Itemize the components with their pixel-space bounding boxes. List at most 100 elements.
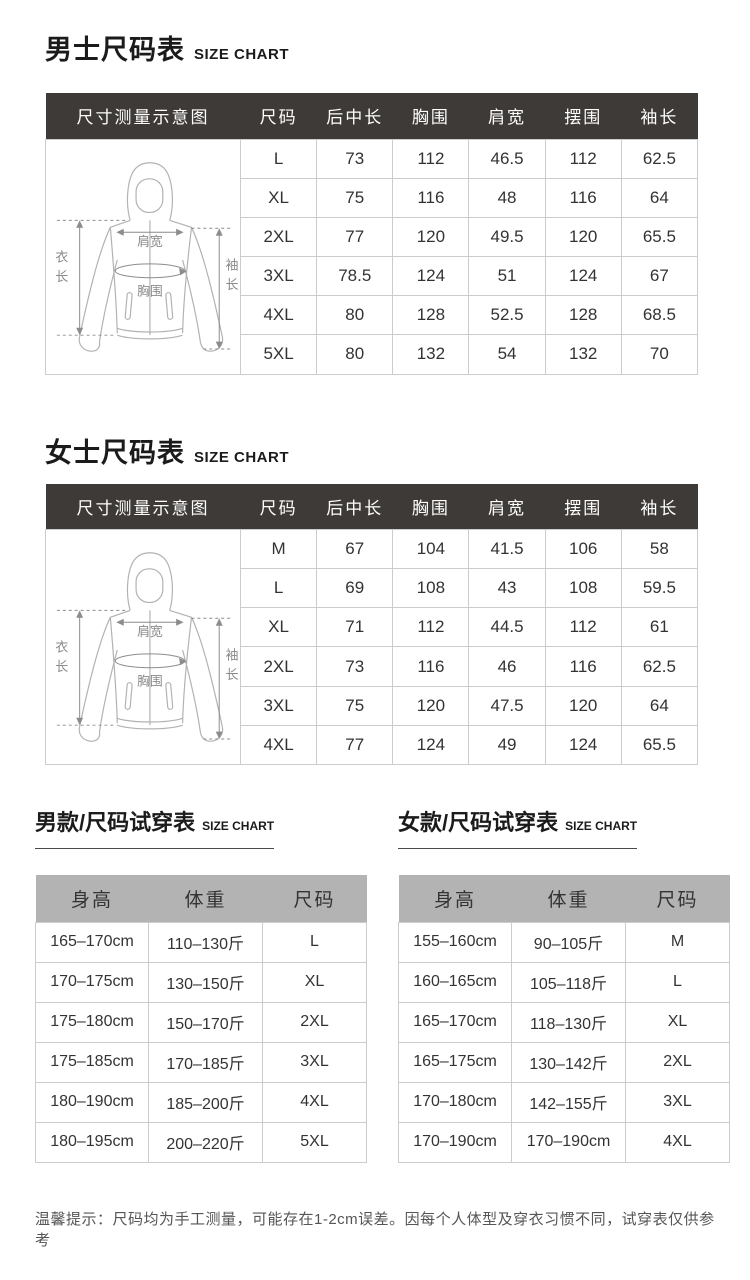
men-fit-table: 身高 体重 尺码 165–170cm 110–130斤 L 170–175cm 130… [35,875,367,1163]
table-cell: 73 [316,138,394,179]
table-cell: 165–170cm [35,921,149,963]
table-cell: 4XL [262,1081,367,1123]
column-header: 袖长 [621,483,698,530]
size-diagram: 肩宽 胸围 衣长 袖长 [46,530,240,764]
table-cell: XL [625,1001,730,1043]
column-header: 尺码 [240,93,317,139]
table-cell: 3XL [239,685,318,726]
column-header: 摆围 [545,483,622,530]
table-row: 170–180cm 142–155斤 3XL [398,1081,730,1123]
jacket-outline [78,161,223,352]
table-cell: 3XL [239,255,318,297]
table-cell: XL [262,961,367,1003]
table-row: 3XL 75 120 47.5 120 64 [46,685,699,726]
table-cell: 4XL [239,724,318,766]
table-cell: 112 [544,138,622,179]
table-cell: L [239,568,318,609]
table-cell: 165–170cm [398,1001,512,1043]
column-header: 体重 [511,875,626,922]
shoulder-width-label: 肩宽 [137,624,163,639]
column-header: 肩宽 [468,93,546,139]
table-cell: 104 [392,528,470,570]
column-header: 尺码 [625,875,730,922]
table-row: 3XL 78.5 124 51 124 67 [46,255,699,297]
column-header: 尺码 [262,875,367,922]
table-cell: 64 [620,685,699,726]
table-cell: 170–180cm [398,1081,512,1123]
table-cell: 61 [620,607,699,648]
measurement-arrowheads [75,610,223,740]
chest-label: 胸围 [137,674,163,689]
table-cell: 128 [544,295,622,336]
table-cell: 170–190cm [398,1121,512,1163]
table-cell: 180–195cm [35,1121,149,1163]
table-cell: 165–175cm [398,1041,512,1083]
table-cell: 170–185斤 [148,1041,263,1083]
garment-length-label: 衣长 [53,639,68,679]
garment-length-label: 衣长 [53,249,68,289]
women-section-title: 女士尺码表 SIZE CHART [45,431,705,470]
table-cell: L [262,921,367,963]
shoulder-width-label: 肩宽 [137,234,163,249]
men-fit-title-cn: 男款/尺码试穿表 [35,810,196,835]
women-fit-table: 身高 体重 尺码 155–160cm 90–105斤 M 160–165cm 105–… [398,875,730,1163]
table-cell: 112 [392,138,470,179]
table-cell: M [625,921,730,963]
table-cell: XL [239,607,318,648]
table-row: 肩宽 胸围 衣长 袖长 M 67 104 41.5 106 58 [45,528,699,765]
table-cell: 130–150斤 [148,961,263,1003]
table-cell: 80 [316,334,394,375]
table-cell: 110–130斤 [148,921,263,963]
table-cell: 44.5 [468,607,546,648]
table-cell: M [239,528,318,570]
table-cell: 78.5 [316,255,394,297]
fit-tables-row: 男款/尺码试穿表 SIZE CHART 身高 体重 尺码 165–170cm 11… [35,805,730,1163]
table-cell: 116 [392,646,470,687]
table-cell: 54 [468,334,546,375]
table-cell: 68.5 [620,295,699,336]
jacket-measurement-diagram: 肩宽 胸围 衣长 袖长 [53,161,238,352]
table-cell: 90–105斤 [511,921,626,963]
jacket-measurement-diagram: 肩宽 胸围 衣长 袖长 [53,552,238,742]
table-cell: 48 [468,177,546,218]
column-header: 胸围 [392,93,469,139]
table-cell: 116 [544,646,622,687]
table-cell: 3XL [262,1041,367,1083]
table-cell: 132 [544,334,622,375]
table-cell: 175–185cm [35,1041,149,1083]
table-cell: 46 [468,646,546,687]
table-cell: 73 [316,646,394,687]
table-cell: 120 [544,216,622,257]
men-fit-section: 男款/尺码试穿表 SIZE CHART 身高 体重 尺码 165–170cm 11… [35,805,367,1163]
table-cell: 155–160cm [398,921,512,963]
table-header-row: 尺寸测量示意图 尺码 后中长 胸围 肩宽 摆围 袖长 [45,483,698,530]
table-cell: 59.5 [620,568,699,609]
table-cell: 71 [316,607,394,648]
column-header: 体重 [148,875,263,922]
column-header: 摆围 [545,93,622,139]
table-cell: 77 [316,216,394,257]
size-diagram-cell: 肩宽 胸围 衣长 袖长 [45,138,241,375]
table-row: 2XL 73 116 46 116 62.5 [46,646,699,687]
table-row: XL 71 112 44.5 112 61 [46,607,699,648]
table-cell: 69 [316,568,394,609]
table-cell: 5XL [239,334,318,375]
table-row: 175–185cm 170–185斤 3XL [35,1041,367,1083]
table-cell: 175–180cm [35,1001,149,1043]
table-cell: 64 [620,177,699,218]
table-cell: 108 [544,568,622,609]
table-cell: 2XL [262,1001,367,1043]
table-cell: L [239,138,318,179]
table-cell: 4XL [625,1121,730,1163]
table-cell: 120 [544,685,622,726]
jacket-outline [78,552,223,742]
column-header: 身高 [398,875,512,922]
table-cell: 170–190cm [511,1121,626,1163]
table-cell: 142–155斤 [511,1081,626,1123]
table-cell: 49.5 [468,216,546,257]
measurement-lines [56,609,233,740]
table-cell: 67 [316,528,394,570]
table-cell: XL [239,177,318,218]
table-cell: 120 [392,685,470,726]
